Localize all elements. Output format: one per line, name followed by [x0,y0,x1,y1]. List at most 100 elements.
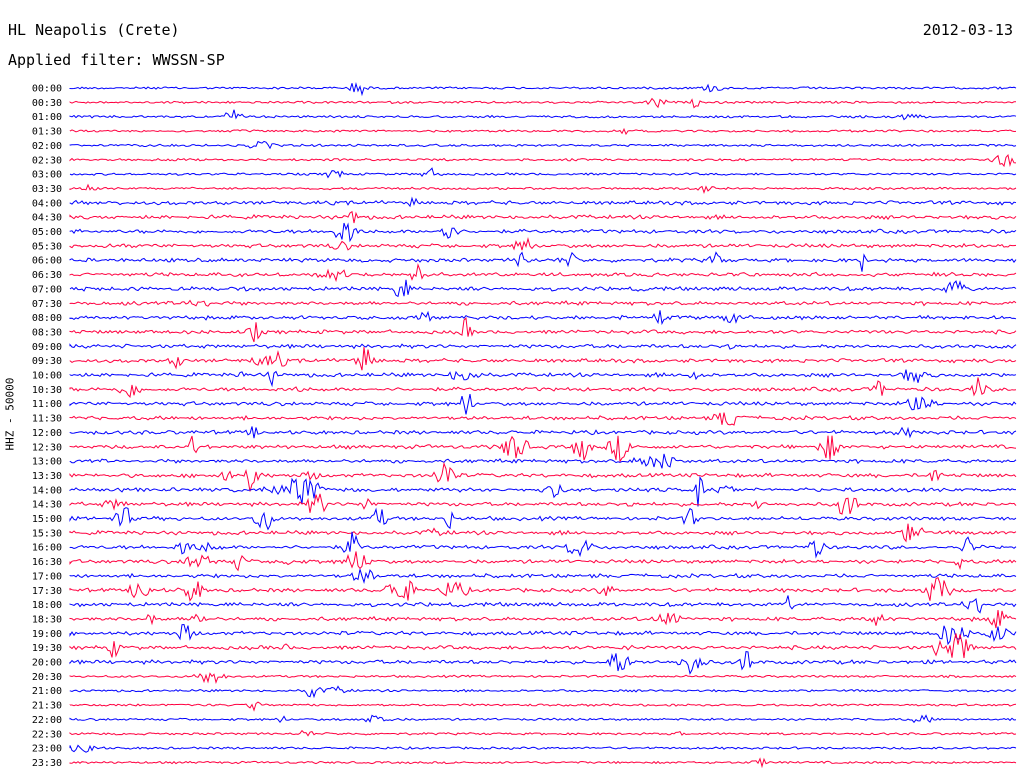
hour-tick-label: 06:30 [32,270,62,281]
trace-line-0130 [69,127,1017,136]
hour-tick-label: 22:00 [32,715,62,726]
hour-tick-label: 05:30 [32,241,62,252]
hour-tick-label: 10:00 [32,371,62,382]
trace-line-1330 [69,461,1017,492]
trace-line-1030 [69,377,1017,398]
hour-tick-label: 03:30 [32,184,62,195]
hour-tick-label: 17:00 [32,571,62,582]
hour-tick-label: 18:00 [32,600,62,611]
tick-labels: 00:00 00:30 01:00 01:30 02:00 02:30 03:00 03:30… [32,84,62,769]
trace-line-1130 [69,412,1017,426]
hour-tick-label: 13:30 [32,471,62,482]
hour-tick-label: 17:30 [32,586,62,597]
trace-line-2000 [69,651,1017,675]
trace-line-0700 [69,279,1017,298]
trace-line-1730 [69,577,1017,602]
trace-line-2330 [69,757,1017,769]
trace-line-1530 [69,523,1017,543]
trace-line-0630 [69,263,1017,283]
hour-tick-label: 18:30 [32,614,62,625]
trace-line-0500 [69,222,1017,243]
hour-tick-label: 04:00 [32,198,62,209]
seismic-traces [69,81,1017,769]
station-title: HL Neapolis (Crete) [8,21,180,39]
hour-tick-label: 14:00 [32,485,62,496]
hour-tick-label: 21:00 [32,686,62,697]
hour-tick-label: 15:30 [32,528,62,539]
hour-tick-label: 19:30 [32,643,62,654]
hour-tick-label: 16:30 [32,557,62,568]
hour-tick-label: 09:30 [32,356,62,367]
trace-line-0330 [69,183,1017,195]
trace-line-1900 [69,623,1017,646]
trace-line-2030 [69,672,1017,684]
hour-tick-label: 01:30 [32,127,62,138]
hour-tick-label: 20:30 [32,672,62,683]
hour-tick-label: 11:00 [32,399,62,410]
trace-line-1500 [69,507,1017,531]
hour-tick-label: 00:30 [32,98,62,109]
trace-line-1400 [69,475,1016,507]
hour-tick-label: 07:30 [32,299,62,310]
trace-line-0530 [69,236,1017,251]
trace-line-1100 [69,394,1017,415]
hour-tick-label: 14:30 [32,500,62,511]
hour-tick-label: 01:00 [32,112,62,123]
trace-line-0100 [69,109,1017,121]
hour-tick-label: 05:00 [32,227,62,238]
hour-tick-label: 08:00 [32,313,62,324]
hour-tick-label: 03:00 [32,170,62,181]
filter-label: Applied filter: WWSSN-SP [8,51,225,69]
hour-tick-label: 23:00 [32,744,62,755]
hour-tick-label: 16:00 [32,543,62,554]
trace-line-0000 [69,81,1017,97]
hour-tick-label: 15:00 [32,514,62,525]
hour-tick-label: 19:00 [32,629,62,640]
hour-tick-label: 13:00 [32,457,62,468]
trace-line-2300 [69,744,1017,753]
trace-line-2100 [69,685,1017,699]
trace-line-1000 [69,369,1017,388]
trace-line-0400 [69,196,1017,208]
trace-line-0230 [69,154,1017,168]
trace-line-1830 [69,610,1017,629]
trace-line-0900 [69,343,1017,350]
hour-tick-label: 00:00 [32,84,62,95]
hour-tick-label: 20:00 [32,658,62,669]
trace-line-1300 [69,453,1017,469]
trace-line-0830 [69,317,1017,343]
hour-tick-label: 08:30 [32,327,62,338]
hour-tick-label: 09:00 [32,342,62,353]
trace-line-1200 [69,426,1017,439]
trace-line-1630 [69,551,1017,572]
trace-line-1930 [69,633,1017,659]
trace-line-0930 [69,347,1017,371]
date-label: 2012-03-13 [922,21,1013,39]
hour-tick-label: 07:00 [32,284,62,295]
hour-tick-label: 22:30 [32,729,62,740]
trace-line-0600 [69,251,1017,272]
trace-line-0430 [69,210,1017,224]
trace-line-1430 [69,493,1017,515]
trace-line-1230 [69,435,1017,463]
hour-tick-label: 11:30 [32,414,62,425]
hour-tick-label: 10:30 [32,385,62,396]
trace-line-1800 [69,595,1017,614]
hour-tick-label: 02:30 [32,155,62,166]
hour-tick-label: 02:00 [32,141,62,152]
hour-tick-label: 04:30 [32,213,62,224]
trace-line-0200 [69,140,1017,150]
trace-line-2200 [69,714,1017,724]
trace-line-0300 [69,167,1017,179]
hour-tick-label: 12:00 [32,428,62,439]
trace-line-2230 [69,729,1017,737]
trace-line-1600 [69,531,1017,559]
trace-line-0800 [69,310,1017,326]
hour-tick-label: 23:30 [32,758,62,769]
hour-tick-label: 21:30 [32,701,62,712]
trace-line-0730 [69,299,1017,307]
hour-tick-label: 12:30 [32,442,62,453]
trace-line-0030 [69,97,1017,109]
trace-line-1700 [69,569,1017,585]
